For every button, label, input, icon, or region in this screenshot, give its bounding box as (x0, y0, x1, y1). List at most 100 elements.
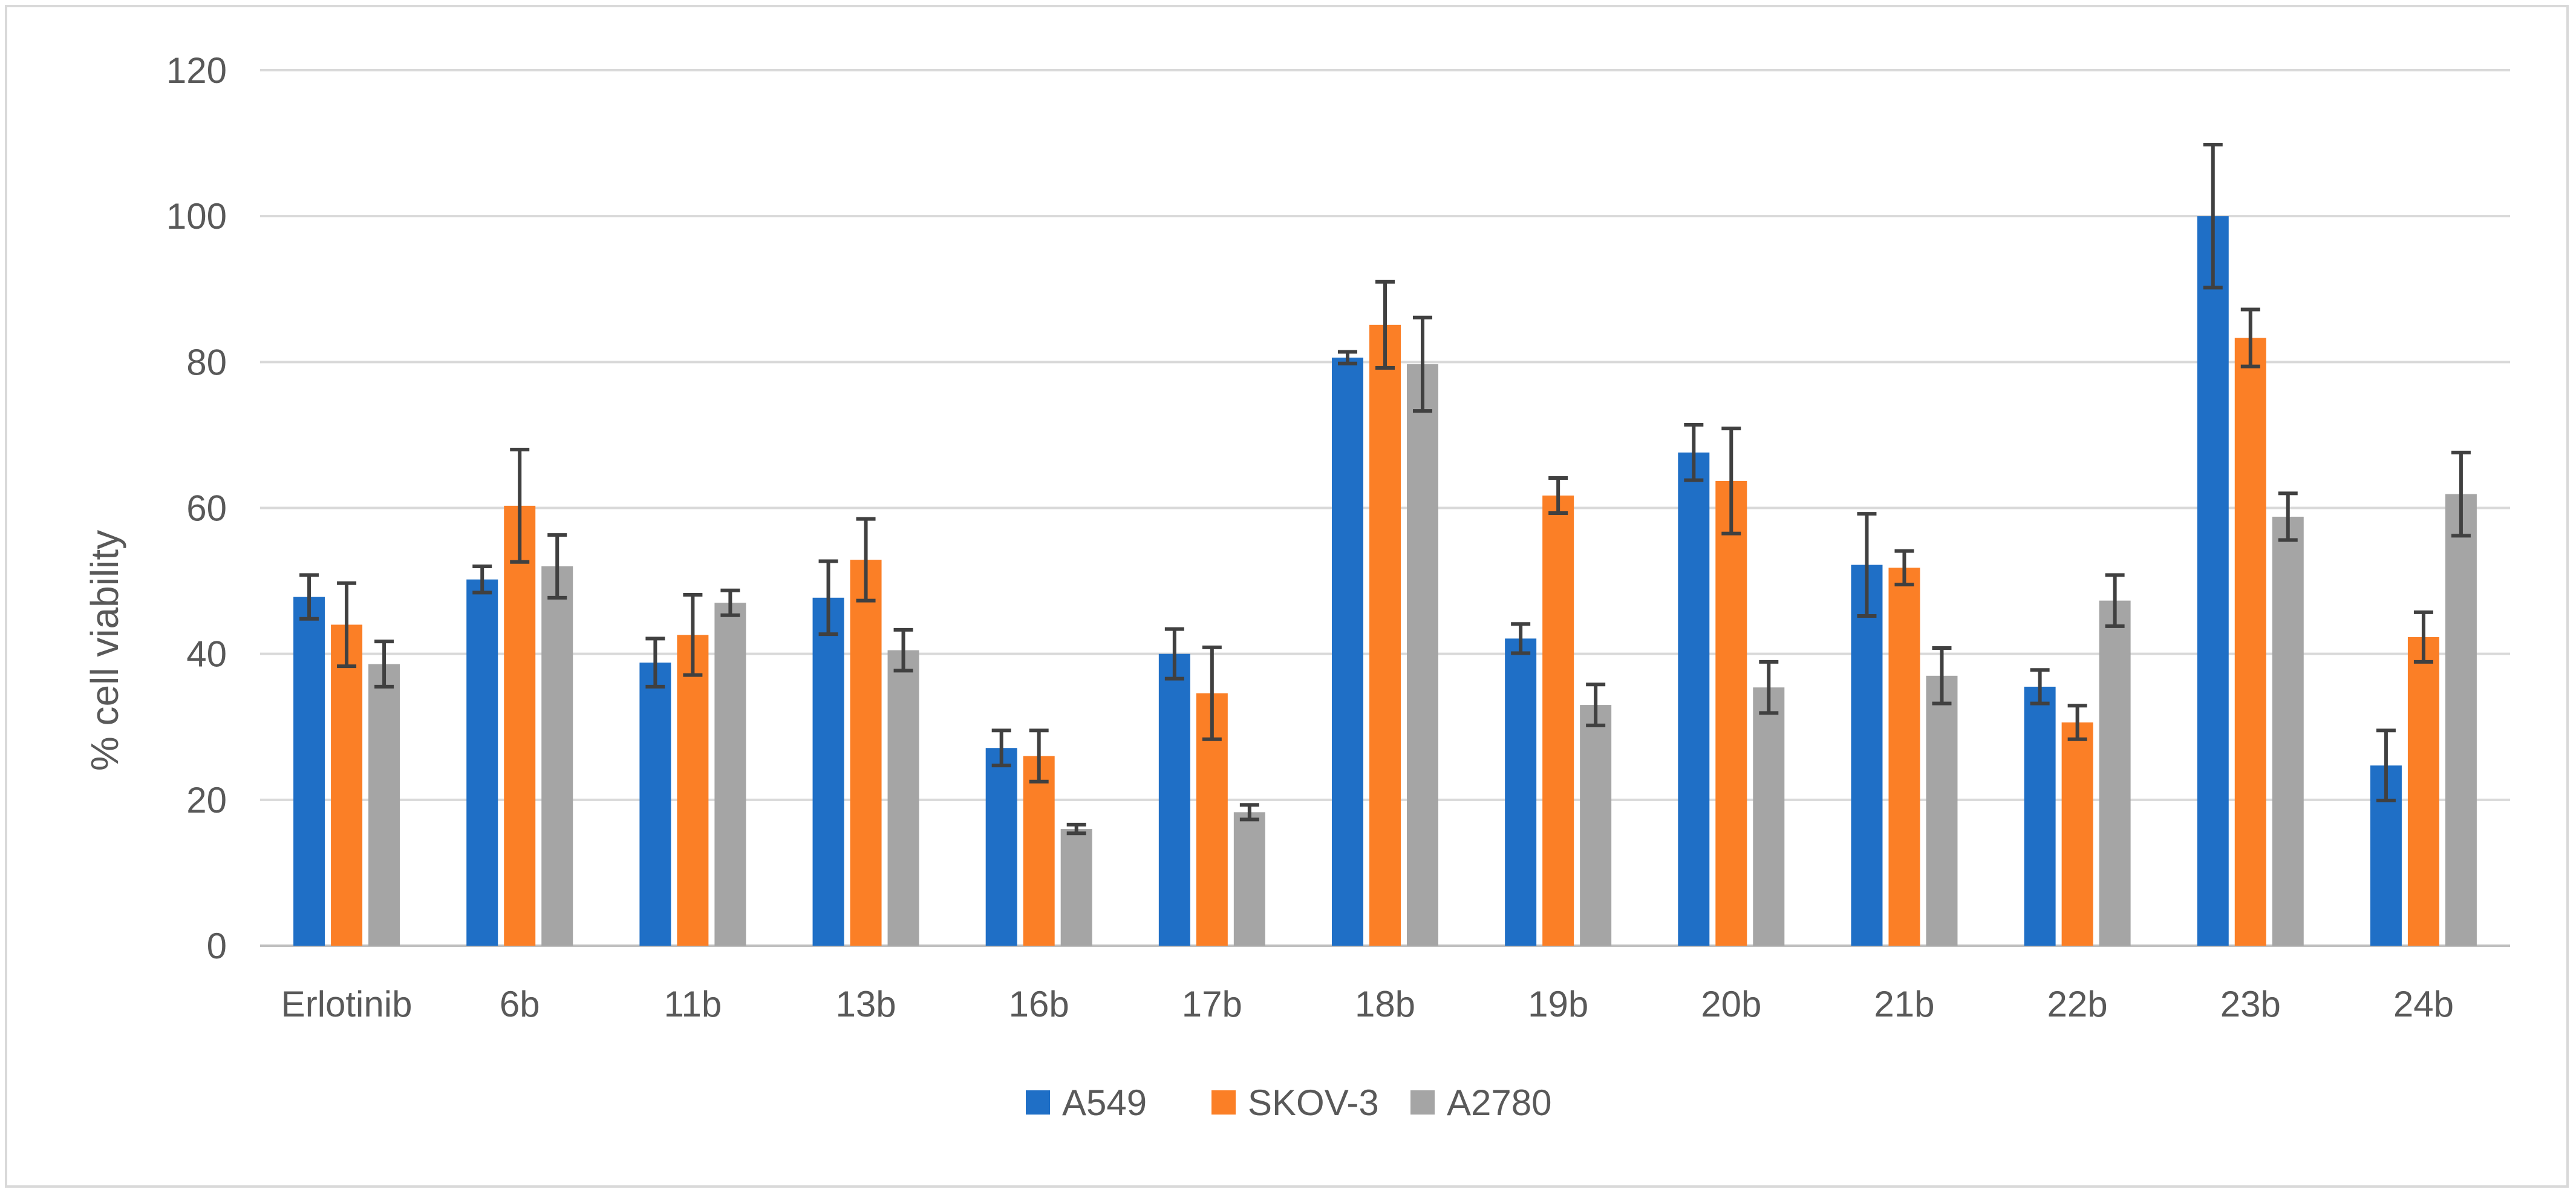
bar-a2780-21b (1926, 675, 1958, 946)
bar-skov-3-20b (1715, 480, 1747, 946)
bar-skov-3-21b (1888, 568, 1920, 946)
y-axis-title: % cell viability (83, 530, 126, 771)
x-tick-label: 21b (1874, 984, 1934, 1024)
error-bar (1239, 803, 1259, 822)
error-bar (1759, 660, 1779, 715)
y-tick-label: 100 (166, 196, 227, 237)
error-bar (1548, 476, 1568, 515)
bar-skov-3-24b (2407, 637, 2439, 946)
bar-a549-17b (1158, 653, 1190, 946)
x-tick-label: 20b (1701, 984, 1761, 1024)
bar-a549-19b (1505, 638, 1537, 946)
error-bar (1932, 646, 1952, 706)
x-tick-label: Erlotinib (281, 984, 412, 1024)
bar-a549-21b (1851, 565, 1883, 946)
bar-skov-3-16b (1023, 756, 1055, 946)
error-bar (1511, 622, 1531, 655)
error-bar (1338, 350, 1357, 365)
bar-a2780-16b (1060, 829, 1092, 946)
x-tick-label: 24b (2393, 984, 2454, 1024)
error-bar (1413, 315, 1432, 413)
x-tick-label: 11b (664, 984, 722, 1024)
bar-skov-3-19b (1542, 496, 1574, 946)
bar-series (293, 216, 2477, 946)
x-tick-label: 17b (1182, 984, 1242, 1024)
legend-swatch-a2780 (1410, 1090, 1435, 1115)
error-bar (2240, 307, 2260, 368)
error-bar (1066, 822, 1086, 836)
bar-a549-13b (812, 597, 844, 946)
error-bar (472, 564, 492, 595)
bar-skov-3-23b (2234, 338, 2266, 946)
bar-a2780-22b (2099, 600, 2131, 946)
bar-a549-23b (2197, 216, 2229, 946)
error-bar (2278, 491, 2298, 542)
bar-a549-18b (1332, 358, 1363, 946)
y-tick-label: 120 (166, 50, 227, 91)
x-tick-label: 6b (500, 984, 540, 1024)
y-tick-label: 80 (186, 342, 227, 382)
legend-swatch-a549 (1026, 1090, 1050, 1115)
error-bar (2067, 704, 2087, 741)
error-bar (547, 533, 567, 600)
x-tick-label: 19b (1528, 984, 1588, 1024)
error-bar (1586, 683, 1606, 727)
bar-a2780-13b (887, 650, 919, 946)
error-bar (2451, 450, 2471, 538)
bar-skov-3-22b (2061, 722, 2093, 946)
bar-a549-20b (1678, 452, 1710, 946)
error-bar (991, 728, 1011, 768)
y-tick-label: 0 (207, 926, 227, 966)
error-bar (645, 637, 665, 689)
error-bar (2413, 610, 2433, 664)
bar-skov-3-13b (850, 560, 882, 946)
legend: A549 SKOV-3 A2780 (1026, 1082, 1552, 1123)
bar-a2780-11b (714, 603, 746, 946)
error-bars (299, 142, 2471, 836)
error-bar (2030, 668, 2050, 706)
x-tick-label: 23b (2220, 984, 2281, 1024)
error-bar (2105, 573, 2125, 628)
x-tick-label: 13b (835, 984, 896, 1024)
y-axis-tick-labels: 0 20 40 60 80 100 120 (166, 50, 227, 966)
bar-skov-3-18b (1369, 324, 1401, 946)
error-bar (1029, 728, 1049, 784)
legend-label-a549: A549 (1062, 1082, 1147, 1123)
error-bar (893, 627, 913, 673)
error-bar (1684, 423, 1704, 482)
x-tick-label: 18b (1355, 984, 1415, 1024)
error-bar (683, 592, 703, 677)
error-bar (1721, 427, 1741, 535)
error-bar (818, 559, 838, 637)
error-bar (1894, 549, 1914, 587)
bar-a2780-20b (1753, 687, 1785, 946)
bar-skov-3-11b (677, 635, 709, 946)
error-bar (337, 581, 357, 669)
chart-frame (5, 5, 2569, 1188)
bar-a2780-23b (2272, 516, 2304, 946)
bar-a2780-erlotinib (368, 664, 400, 946)
error-bar (720, 588, 740, 617)
error-bar (299, 573, 319, 621)
error-bar (510, 448, 530, 564)
error-bar (856, 517, 876, 603)
y-tick-label: 20 (186, 780, 227, 820)
bar-a2780-18b (1407, 364, 1438, 946)
bar-a2780-17b (1233, 812, 1265, 946)
y-tick-label: 40 (186, 634, 227, 675)
legend-label-skov-3: SKOV-3 (1248, 1082, 1379, 1123)
bar-a549-6b (466, 579, 498, 946)
error-bar (2376, 728, 2396, 803)
x-tick-label: 22b (2047, 984, 2108, 1024)
error-bar (1164, 627, 1184, 681)
x-axis-tick-labels: Erlotinib 6b 11b 13b 16b 17b 18b 19b 20b 21b 22b 23… (281, 984, 2454, 1024)
bar-skov-3-6b (504, 505, 536, 946)
bar-a549-erlotinib (293, 597, 325, 946)
bar-a549-11b (639, 663, 671, 946)
x-tick-label: 16b (1009, 984, 1069, 1024)
bar-a549-16b (985, 748, 1017, 946)
error-bar (1202, 645, 1222, 741)
error-bar (374, 640, 394, 689)
error-bar (1375, 280, 1395, 370)
